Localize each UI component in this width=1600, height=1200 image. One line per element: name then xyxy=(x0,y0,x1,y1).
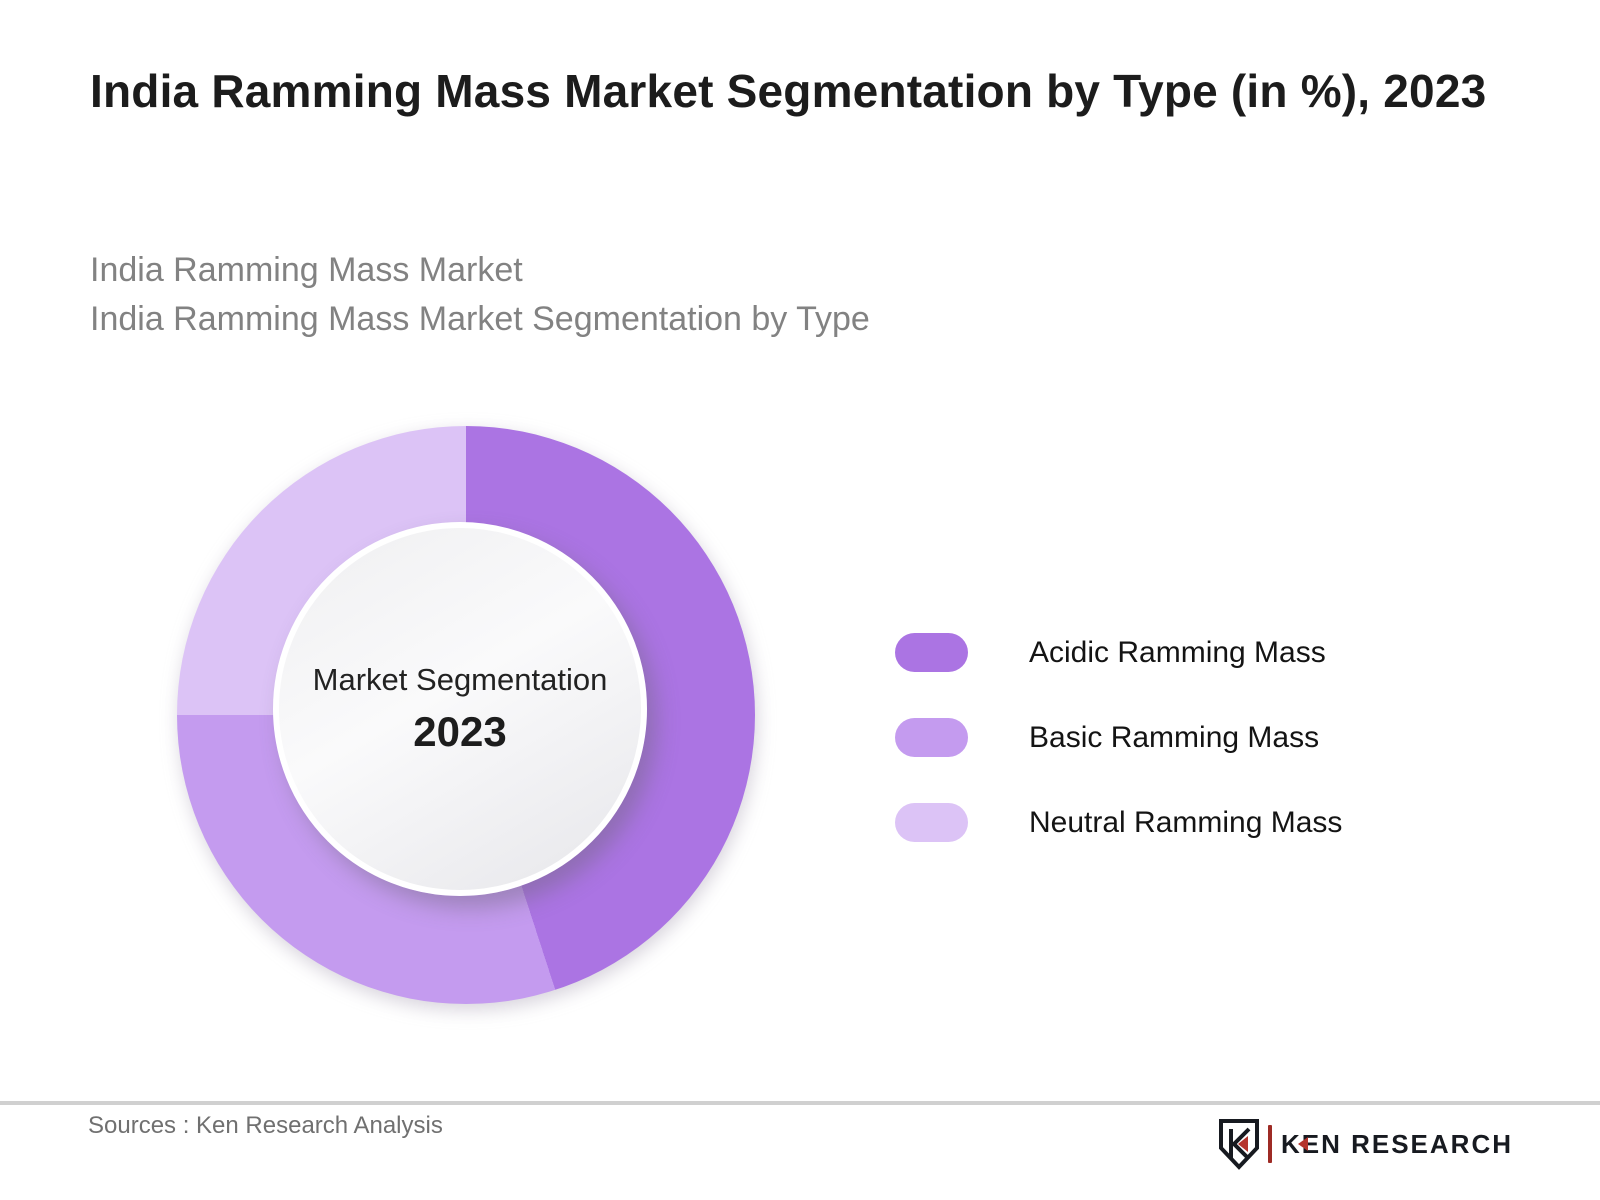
legend-swatch-basic-icon xyxy=(895,718,968,757)
sources-note: Sources : Ken Research Analysis xyxy=(88,1112,443,1139)
ken-research-logo: KEN RESEARCH xyxy=(1217,1116,1513,1172)
donut-center-label: Market Segmentation xyxy=(312,662,608,697)
logo-wordmark-wrap: KEN RESEARCH xyxy=(1281,1129,1513,1160)
donut-center: Market Segmentation 2023 xyxy=(273,522,647,896)
legend-item-basic: Basic Ramming Mass xyxy=(895,718,1342,757)
logo-k-triangle-icon xyxy=(1297,1137,1308,1151)
donut-center-year: 2023 xyxy=(413,708,507,755)
donut-chart: Market Segmentation 2023 xyxy=(177,426,755,1004)
legend-item-acidic: Acidic Ramming Mass xyxy=(895,633,1342,672)
legend-label-basic: Basic Ramming Mass xyxy=(1029,720,1320,754)
subtitle-line-1: India Ramming Mass Market xyxy=(90,251,523,289)
chart-legend: Acidic Ramming Mass Basic Ramming Mass N… xyxy=(895,633,1342,842)
logo-separator xyxy=(1267,1125,1272,1163)
page-title: India Ramming Mass Market Segmentation b… xyxy=(90,65,1487,117)
ken-research-shield-k-icon xyxy=(1218,1119,1259,1170)
logo-wordmark: KEN RESEARCH xyxy=(1280,1128,1513,1159)
legend-item-neutral: Neutral Ramming Mass xyxy=(895,803,1342,842)
page-subtitle: India Ramming Mass Market India Ramming … xyxy=(90,246,1290,344)
legend-label-neutral: Neutral Ramming Mass xyxy=(1029,805,1343,839)
subtitle-line-2: India Ramming Mass Market Segmentation b… xyxy=(90,300,870,338)
legend-label-acidic: Acidic Ramming Mass xyxy=(1029,635,1326,669)
legend-swatch-acidic-icon xyxy=(895,633,968,672)
legend-swatch-neutral-icon xyxy=(895,803,968,842)
footer-divider xyxy=(0,1101,1600,1105)
